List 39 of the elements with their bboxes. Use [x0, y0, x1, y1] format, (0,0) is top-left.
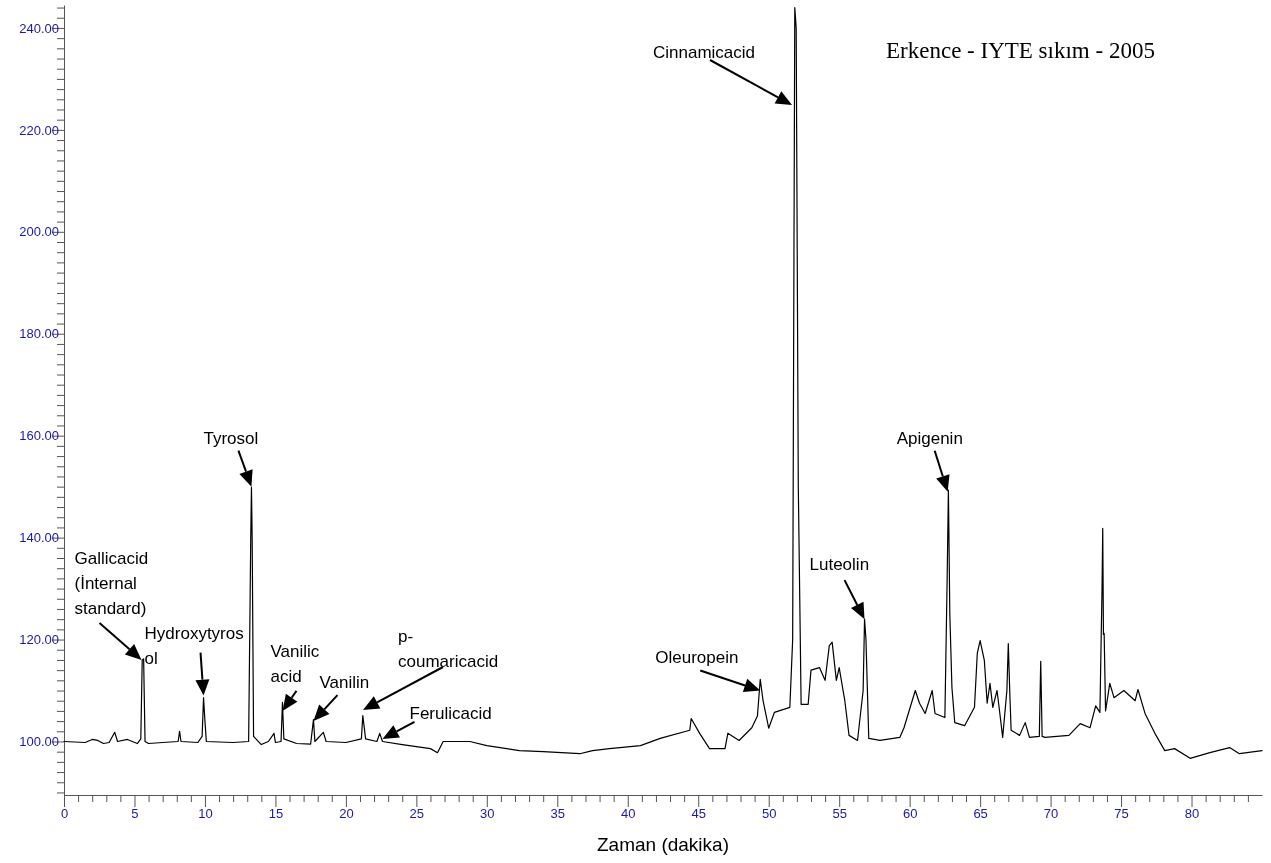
y-tick-label: 220.00 — [19, 122, 59, 138]
x-tick-label: 30 — [480, 806, 495, 822]
annotation: Luteolin — [809, 555, 870, 575]
x-tick-label: 45 — [691, 806, 706, 822]
x-tick-label: 65 — [973, 806, 988, 822]
x-tick-label: 15 — [268, 806, 284, 822]
x-tick-label: 25 — [409, 806, 425, 822]
x-tick-label: 5 — [131, 806, 139, 822]
y-tick-label: 240.00 — [19, 20, 59, 36]
x-tick-label: 40 — [621, 806, 636, 822]
x-tick-label: 55 — [832, 806, 847, 822]
annotation: Cinnamicacid — [653, 43, 756, 62]
x-tick-label: 0 — [60, 806, 69, 822]
x-axis-title: Zaman (dakika) — [597, 834, 729, 855]
annotation: Apigenin — [896, 428, 963, 448]
annotation: Oleuropein — [655, 647, 739, 667]
x-tick-label: 70 — [1043, 806, 1059, 822]
y-tick-label: 180.00 — [19, 326, 59, 342]
annotation: Tyrosol — [203, 428, 259, 448]
annotation: Hydroxytyros ol — [144, 623, 244, 668]
y-tick-label: 200.00 — [19, 224, 59, 240]
y-tick-label: 120.00 — [19, 632, 59, 648]
x-tick-label: 10 — [198, 806, 213, 822]
x-tick-label: 80 — [1184, 806, 1200, 822]
y-tick-label: 140.00 — [19, 530, 59, 546]
line-series — [63, 6, 1263, 759]
annotation: Ferulicacid — [409, 703, 492, 723]
text: Erkence - IYTE sıkım - 2005 — [886, 38, 1155, 63]
x-tick-label: 60 — [902, 806, 918, 822]
annotation: Gallicacid (İnternal standard) — [74, 548, 149, 618]
y-tick-label: 160.00 — [19, 428, 59, 444]
annotation: Vanilic acid — [270, 641, 320, 686]
x-tick-label: 50 — [761, 806, 777, 822]
x-tick-label: 20 — [339, 806, 354, 822]
annotation: p- coumaricacid — [398, 627, 499, 671]
annotation: Vanilin — [319, 673, 370, 693]
y-tick-label: 100.00 — [19, 734, 59, 750]
x-tick-label: 75 — [1114, 806, 1129, 822]
x-tick-label: 35 — [550, 806, 566, 822]
